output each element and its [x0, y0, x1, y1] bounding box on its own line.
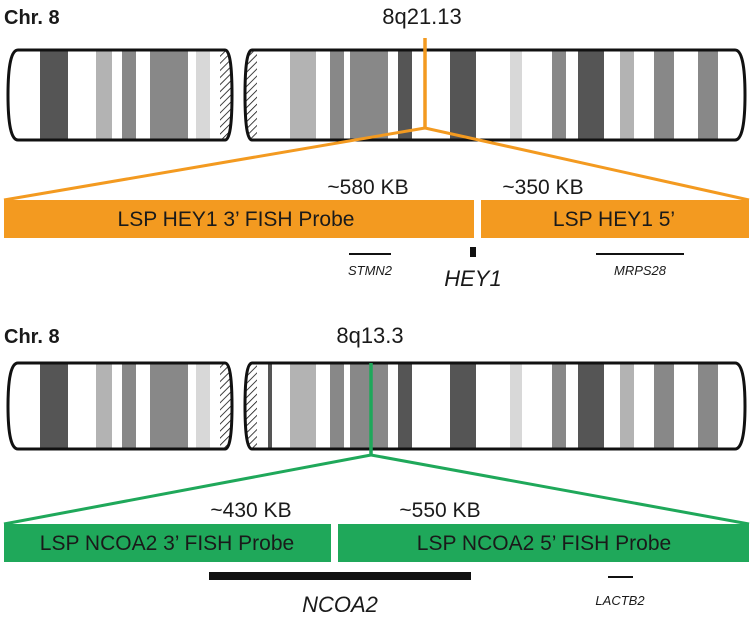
zoom-line-right: [424, 126, 750, 202]
probe-5prime-bar: [338, 524, 749, 562]
chromosome-ideogram: [6, 48, 747, 142]
gene-label-hey1: HEY1: [444, 266, 501, 291]
band-label: 8q13.3: [336, 323, 403, 348]
gene-label-lactb2: LACTB2: [595, 593, 645, 608]
band-label: 8q21.13: [382, 4, 462, 29]
gene-label-stmn2: STMN2: [348, 263, 393, 278]
panel-ncoa2: Chr. 8 8q13.3: [3, 323, 750, 617]
q-arm: [245, 50, 745, 140]
p-arm: [8, 363, 232, 449]
panel-hey1: Chr. 8 8q21.13: [3, 4, 750, 291]
q-arm: [245, 363, 745, 449]
chromosome-label: Chr. 8: [4, 7, 60, 29]
gene-marker-hey1: [470, 247, 476, 257]
size-label-3prime: ~580 KB: [327, 176, 408, 199]
size-label-5prime: ~350 KB: [502, 176, 583, 199]
probe-3prime-bar: [4, 200, 474, 238]
zoom-line-left: [3, 126, 426, 202]
zoom-line-left: [3, 453, 372, 526]
p-arm: [8, 50, 232, 140]
chromosome-ideogram: [6, 361, 747, 451]
gene-label-ncoa2: NCOA2: [302, 592, 378, 617]
probe-5prime-bar: [481, 200, 749, 238]
probe-3prime-bar: [4, 524, 331, 562]
gene-bar-ncoa2: [209, 572, 471, 580]
chromosome-label: Chr. 8: [4, 326, 60, 348]
size-label-5prime: ~550 KB: [399, 499, 480, 522]
probe-3prime-label: LSP NCOA2 3’ FISH Probe: [40, 532, 294, 555]
zoom-line-right: [370, 453, 750, 526]
probe-5prime-label: LSP NCOA2 5’ FISH Probe: [417, 532, 671, 555]
probe-5prime-label: LSP HEY1 5’: [553, 208, 675, 231]
probe-3prime-label: LSP HEY1 3’ FISH Probe: [118, 208, 355, 231]
gene-label-mrps28: MRPS28: [614, 263, 667, 278]
size-label-3prime: ~430 KB: [210, 499, 291, 522]
